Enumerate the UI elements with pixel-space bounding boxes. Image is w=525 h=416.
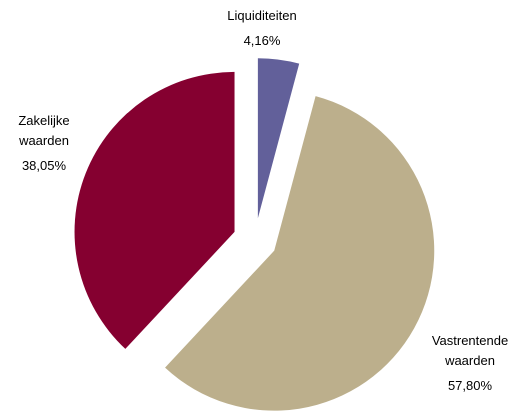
slice-label-line: Zakelijke xyxy=(18,113,69,128)
pie-slice xyxy=(165,96,435,411)
slice-label-line: waarden xyxy=(18,133,69,148)
slice-value-label: 57,80% xyxy=(448,378,493,393)
slice-label: Vastrentende waarden xyxy=(432,333,508,368)
slice-value-label: 4,16% xyxy=(244,33,281,48)
slice-label: Liquiditeiten xyxy=(227,8,296,23)
pie-slice xyxy=(74,71,235,349)
slice-label-line: Vastrentende xyxy=(432,333,508,348)
slice-label: Zakelijke waarden xyxy=(18,113,70,148)
slice-value-label: 38,05% xyxy=(22,158,67,173)
slice-label-line: waarden xyxy=(444,353,495,368)
slice-label-line: Liquiditeiten xyxy=(227,8,296,23)
pie-slice xyxy=(257,58,300,219)
